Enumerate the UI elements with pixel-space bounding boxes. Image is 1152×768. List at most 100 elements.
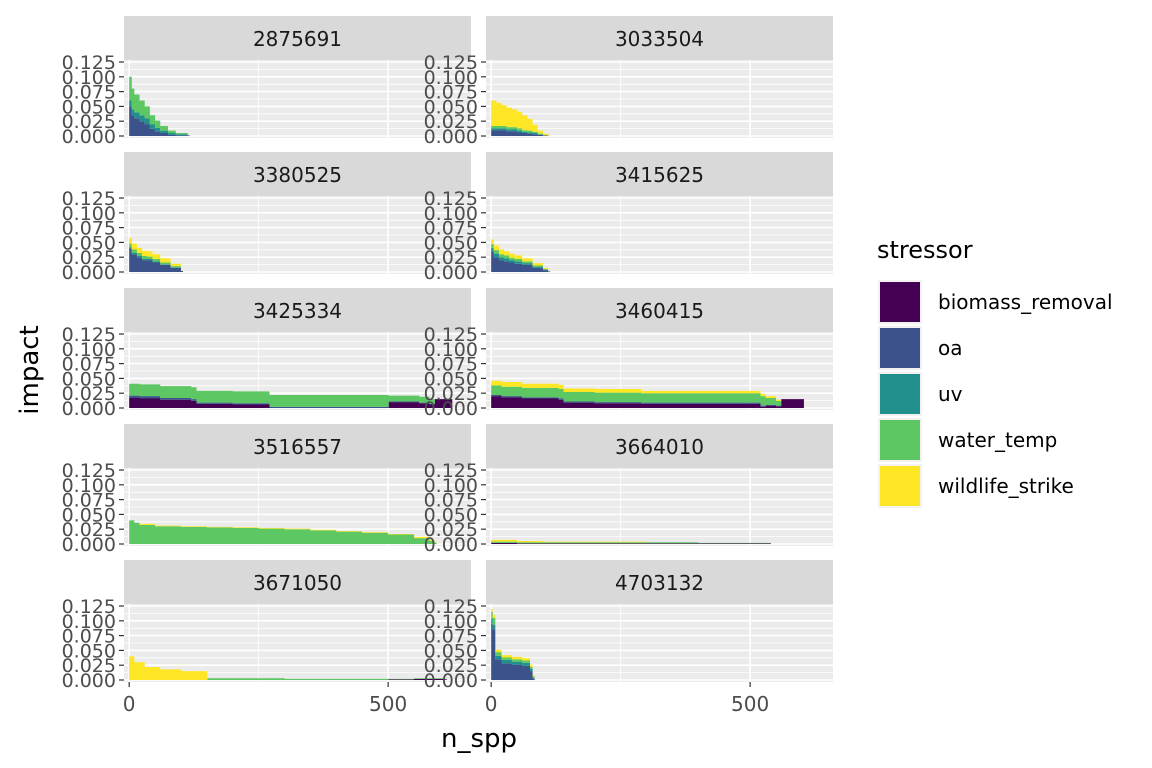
stack-area-biomass-removal bbox=[129, 397, 453, 408]
legend-entry-label: oa bbox=[938, 336, 963, 360]
y-tick-label: 0.000 bbox=[62, 670, 116, 692]
legend-key-swatch bbox=[880, 466, 920, 506]
stack-area-uv bbox=[129, 100, 190, 136]
facet-strip bbox=[486, 288, 833, 332]
y-tick-label: 0.100 bbox=[62, 67, 116, 89]
y-tick-label: 0.025 bbox=[424, 655, 478, 677]
y-tick-label: 0.025 bbox=[62, 111, 116, 133]
facet-strip bbox=[486, 16, 833, 60]
y-tick-label: 0.125 bbox=[62, 52, 116, 74]
y-tick-label: 0.000 bbox=[62, 126, 116, 148]
facet-strip-label: 3516557 bbox=[253, 435, 342, 459]
facet-strip bbox=[124, 152, 471, 196]
facet-strip bbox=[124, 560, 471, 604]
y-tick-label: 0.100 bbox=[424, 475, 478, 497]
y-tick-label: 0.100 bbox=[62, 339, 116, 361]
y-tick-label: 0.050 bbox=[424, 96, 478, 118]
facet-strip-label: 3664010 bbox=[615, 435, 704, 459]
y-tick-label: 0.000 bbox=[424, 398, 478, 420]
stack-area-water-temp bbox=[491, 611, 535, 678]
facet-strip-label: 3380525 bbox=[253, 163, 342, 187]
stack-area-oa bbox=[491, 623, 535, 680]
y-tick-label: 0.025 bbox=[424, 247, 478, 269]
y-tick-label: 0.025 bbox=[424, 383, 478, 405]
legend-key-swatch bbox=[880, 328, 920, 368]
y-tick-label: 0.075 bbox=[62, 354, 116, 376]
x-axis-title: n_spp bbox=[441, 724, 517, 754]
stack-area-wildlife-strike bbox=[491, 380, 804, 401]
legend-entry-label: biomass_removal bbox=[938, 290, 1113, 314]
stack-area-uv bbox=[491, 619, 535, 679]
x-tick-label: 500 bbox=[369, 692, 407, 716]
y-tick-label: 0.050 bbox=[62, 640, 116, 662]
stack-area-uv bbox=[491, 128, 551, 136]
stack-area-wildlife-strike bbox=[491, 608, 535, 677]
y-tick-label: 0.000 bbox=[62, 398, 116, 420]
y-tick-label: 0.025 bbox=[424, 111, 478, 133]
legend-key-swatch bbox=[880, 374, 920, 414]
stack-area-wildlife-strike bbox=[491, 239, 551, 272]
y-tick-label: 0.125 bbox=[62, 324, 116, 346]
y-tick-label: 0.100 bbox=[62, 203, 116, 225]
y-tick-label: 0.025 bbox=[424, 519, 478, 541]
facet-strip-label: 3033504 bbox=[615, 27, 704, 51]
legend-entry-label: uv bbox=[938, 382, 963, 406]
facet-strip-label: 4703132 bbox=[615, 571, 704, 595]
stack-area-water-temp bbox=[129, 383, 453, 407]
y-tick-label: 0.100 bbox=[424, 67, 478, 89]
x-tick-label: 0 bbox=[123, 692, 136, 716]
y-tick-label: 0.125 bbox=[424, 460, 478, 482]
legend-entry-label: water_temp bbox=[938, 428, 1057, 452]
y-tick-label: 0.075 bbox=[62, 490, 116, 512]
legend-key-swatch bbox=[880, 282, 920, 322]
stack-area-water-temp bbox=[129, 678, 448, 680]
stack-area-biomass-removal bbox=[491, 396, 804, 408]
y-axis-title: impact bbox=[15, 325, 45, 414]
x-tick-label: 500 bbox=[731, 692, 769, 716]
y-tick-label: 0.100 bbox=[424, 611, 478, 633]
y-tick-label: 0.125 bbox=[62, 460, 116, 482]
y-tick-label: 0.000 bbox=[62, 262, 116, 284]
stack-area-uv bbox=[129, 247, 183, 271]
y-tick-label: 0.125 bbox=[424, 188, 478, 210]
facet-strip-label: 3671050 bbox=[253, 571, 342, 595]
stack-area-wildlife-strike bbox=[491, 100, 551, 136]
y-tick-label: 0.025 bbox=[62, 383, 116, 405]
y-tick-label: 0.025 bbox=[62, 247, 116, 269]
y-tick-label: 0.050 bbox=[62, 232, 116, 254]
y-tick-label: 0.100 bbox=[424, 203, 478, 225]
y-tick-label: 0.050 bbox=[424, 232, 478, 254]
y-tick-label: 0.100 bbox=[62, 611, 116, 633]
y-tick-label: 0.025 bbox=[62, 655, 116, 677]
legend-title: stressor bbox=[877, 236, 973, 264]
stack-area-oa bbox=[129, 106, 190, 136]
y-tick-label: 0.125 bbox=[424, 324, 478, 346]
y-tick-label: 0.100 bbox=[62, 475, 116, 497]
y-tick-label: 0.000 bbox=[424, 262, 478, 284]
legend-key-swatch bbox=[880, 420, 920, 460]
facet-strip bbox=[124, 16, 471, 60]
y-tick-label: 0.100 bbox=[424, 339, 478, 361]
stack-area-water-temp bbox=[491, 541, 773, 544]
facet-strip-label: 3415625 bbox=[615, 163, 704, 187]
facet-strip bbox=[486, 152, 833, 196]
y-tick-label: 0.075 bbox=[62, 218, 116, 240]
y-tick-label: 0.075 bbox=[424, 354, 478, 376]
facet-strip bbox=[124, 288, 471, 332]
y-tick-label: 0.050 bbox=[62, 368, 116, 390]
y-tick-label: 0.000 bbox=[424, 534, 478, 556]
stack-area-oa bbox=[129, 248, 183, 272]
y-tick-label: 0.075 bbox=[424, 626, 478, 648]
stack-area-biomass-removal bbox=[129, 678, 448, 680]
